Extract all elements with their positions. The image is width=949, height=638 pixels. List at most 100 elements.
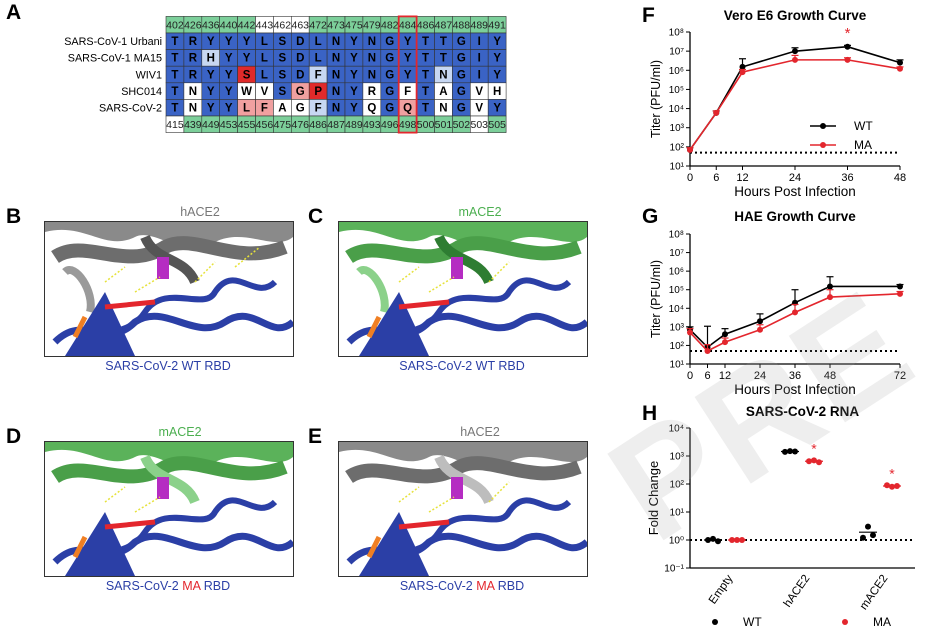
panel-letter-a: A: [6, 1, 22, 24]
y-tick-label: 10¹: [670, 360, 685, 371]
legend-label: MA: [873, 615, 891, 629]
structure-c: [338, 221, 588, 357]
align-residue: G: [457, 36, 466, 48]
data-point-wt: [870, 532, 876, 539]
align-residue: V: [475, 103, 483, 115]
significance-star: *: [845, 25, 851, 42]
align-residue: Q: [403, 103, 412, 115]
legend-marker: [842, 619, 848, 625]
x-tick-label: 48: [894, 172, 906, 184]
panel-letter-e: E: [308, 425, 323, 448]
align-residue: R: [189, 53, 198, 65]
data-point-ma: [806, 458, 812, 465]
align-bottom-number-cell: [487, 115, 507, 133]
align-top-number: 426: [184, 20, 202, 32]
x-tick-label: 24: [754, 370, 766, 382]
align-highlight-box: [397, 15, 418, 134]
x-category-label: hACE2: [782, 573, 813, 610]
align-top-number: 482: [381, 20, 399, 32]
align-bottom-number: 498: [399, 119, 417, 131]
align-bottom-number: 455: [238, 119, 256, 131]
align-bottom-number: 415: [166, 119, 184, 131]
y-tick-label: 10⁴: [669, 104, 684, 115]
align-residue: D: [296, 36, 304, 48]
chart-title: Vero E6 Growth Curve: [724, 8, 867, 23]
align-residue: Y: [404, 69, 412, 81]
struct-c-top-label: mACE2: [458, 205, 502, 219]
align-residue: F: [404, 86, 411, 98]
align-residue: S: [279, 69, 287, 81]
panel-letter-b: B: [6, 205, 22, 228]
data-point-wt: [739, 63, 746, 70]
structure-c-render: [339, 222, 587, 356]
legend-marker: [820, 142, 826, 148]
data-point-wt: [792, 48, 798, 55]
struct-d-bottom-label: SARS-CoV-2 MA RBD: [44, 579, 292, 593]
align-residue: V: [475, 86, 483, 98]
y-tick-label: 10⁷: [669, 47, 684, 58]
y-axis-label: Titer (PFU/ml): [649, 60, 663, 138]
align-residue: Y: [493, 36, 501, 48]
data-point-ma: [792, 309, 798, 316]
data-point-ma: [704, 348, 711, 355]
panel-letter-g: G: [642, 205, 659, 228]
y-tick-label: 10³: [670, 322, 685, 333]
align-top-number: 472: [309, 20, 327, 32]
data-point-wt: [860, 534, 866, 541]
align-bottom-number: 500: [417, 119, 435, 131]
align-bottom-number: 503: [470, 119, 488, 131]
align-residue: V: [261, 86, 269, 98]
data-point-ma: [722, 339, 728, 346]
align-residue: Y: [404, 36, 412, 48]
data-point-ma: [687, 329, 693, 336]
chart-title: SARS-CoV-2 RNA: [746, 404, 860, 419]
structure-d-render: [45, 442, 293, 576]
align-bottom-number: 487: [327, 119, 345, 131]
align-residue: Y: [225, 86, 233, 98]
structure-e: [338, 441, 588, 577]
panel-letter-d: D: [6, 425, 22, 448]
align-residue: N: [332, 86, 340, 98]
align-row-name: SARS-CoV-1 MA15: [68, 53, 162, 65]
x-tick-label: 36: [789, 370, 801, 382]
align-residue: Y: [207, 36, 215, 48]
x-tick-label: 6: [704, 370, 710, 382]
align-residue: T: [171, 36, 178, 48]
y-tick-label: 10⁸: [669, 28, 684, 39]
data-point-wt: [782, 448, 788, 455]
align-residue: Y: [493, 103, 501, 115]
align-top-number: 443: [256, 20, 274, 32]
panel-letter-f: F: [642, 4, 655, 27]
chart-vero-e6-growth: Vero E6 Growth Curve 10¹ 10² 10³ 10⁴ 10⁵ 10⁶ 10…: [649, 8, 906, 199]
align-residue: T: [171, 103, 178, 115]
y-tick-label: 10⁴: [669, 304, 684, 315]
y-tick-label: 10¹: [670, 508, 685, 519]
y-tick-label: 10⁰: [669, 536, 684, 547]
y-axis-label: Fold Change: [646, 461, 661, 535]
data-point-wt: [827, 283, 833, 290]
align-bottom-number: 453: [220, 119, 238, 131]
align-residue: A: [439, 86, 447, 98]
align-residue: Y: [225, 69, 233, 81]
y-tick-label: 10⁷: [669, 248, 684, 259]
align-residue: R: [189, 69, 198, 81]
align-residue: Q: [367, 103, 376, 115]
align-residue: Y: [225, 36, 233, 48]
align-residue: Y: [350, 69, 358, 81]
align-residue: L: [243, 103, 250, 115]
struct-e-bottom-post: RBD: [494, 579, 525, 593]
align-residue: G: [457, 53, 466, 65]
align-row-name: SARS-CoV-2: [99, 103, 162, 115]
align-bottom-number: 502: [453, 119, 471, 131]
structure-b: [44, 221, 294, 357]
y-tick-label: 10⁵: [669, 85, 684, 96]
legend-marker: [712, 619, 718, 625]
legend-label: WT: [743, 615, 762, 629]
align-residue: Y: [207, 69, 215, 81]
align-residue: H: [493, 86, 501, 98]
align-top-number: 442: [238, 20, 256, 32]
x-axis-label: Hours Post Infection: [734, 382, 856, 397]
align-residue: I: [478, 36, 481, 48]
data-point-wt: [757, 318, 763, 325]
align-residue: D: [296, 53, 304, 65]
